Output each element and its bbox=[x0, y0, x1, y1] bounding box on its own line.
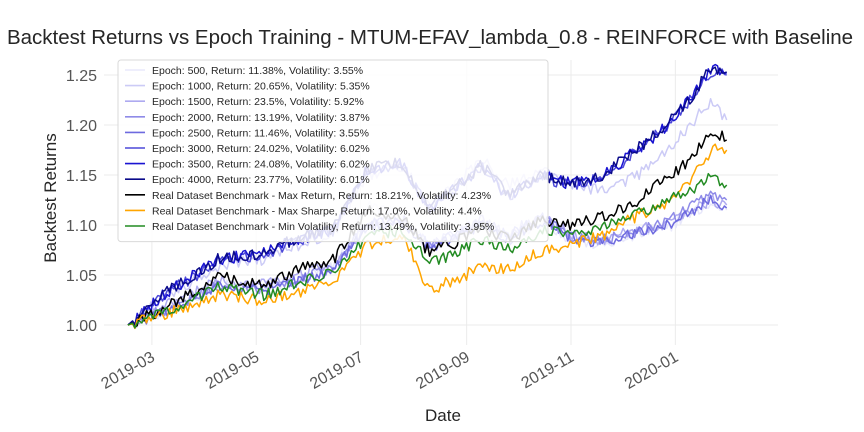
legend-entry: Epoch: 3000, Return: 24.02%, Volatility:… bbox=[152, 143, 370, 155]
legend-entry: Epoch: 2500, Return: 11.46%, Volatility:… bbox=[152, 127, 369, 139]
x-tick-label: 2019-05 bbox=[203, 349, 262, 393]
legend-entry: Epoch: 1000, Return: 20.65%, Volatility:… bbox=[152, 81, 370, 93]
legend-entry: Epoch: 4000, Return: 23.77%, Volatility:… bbox=[152, 174, 370, 186]
legend-entry: Epoch: 2000, Return: 13.19%, Volatility:… bbox=[152, 112, 370, 124]
x-tick-label: 2019-07 bbox=[307, 349, 366, 393]
series-line bbox=[127, 143, 728, 330]
legend-entry: Epoch: 1500, Return: 23.5%, Volatility: … bbox=[152, 96, 364, 108]
y-axis-label: Backtest Returns bbox=[41, 133, 60, 262]
y-tick-label: 1.25 bbox=[66, 68, 97, 85]
legend-entry: Epoch: 500, Return: 11.38%, Volatility: … bbox=[152, 65, 363, 77]
y-tick-label: 1.20 bbox=[66, 118, 97, 135]
y-tick-label: 1.15 bbox=[66, 168, 97, 185]
x-tick-label: 2019-11 bbox=[519, 349, 577, 393]
y-tick-label: 1.10 bbox=[66, 218, 97, 235]
legend-entry: Real Dataset Benchmark - Min Volatility,… bbox=[152, 221, 494, 233]
chart-title: Backtest Returns vs Epoch Training - MTU… bbox=[7, 26, 853, 49]
y-tick-label: 1.00 bbox=[66, 318, 97, 335]
y-tick-label: 1.05 bbox=[66, 268, 97, 285]
legend-box bbox=[117, 59, 549, 243]
legend-entry: Real Dataset Benchmark - Max Sharpe, Ret… bbox=[152, 205, 482, 217]
legend-entry: Epoch: 3500, Return: 24.08%, Volatility:… bbox=[152, 159, 370, 171]
x-tick-label: 2019-09 bbox=[413, 349, 472, 393]
series-line bbox=[127, 172, 728, 329]
x-axis-label: Date bbox=[425, 406, 461, 425]
legend: Epoch: 500, Return: 11.38%, Volatility: … bbox=[117, 59, 549, 243]
series-line bbox=[127, 130, 728, 329]
x-axis-ticks: 2019-03 2019-05 2019-07 2019-09 2019-11 2020-… bbox=[99, 349, 682, 393]
y-axis-ticks: 1.00 1.05 1.10 1.15 1.20 1.25 bbox=[66, 68, 97, 335]
x-tick-label: 2020-01 bbox=[622, 349, 681, 393]
legend-entry: Real Dataset Benchmark - Max Return, Ret… bbox=[152, 190, 491, 202]
x-tick-label: 2019-03 bbox=[99, 349, 158, 393]
